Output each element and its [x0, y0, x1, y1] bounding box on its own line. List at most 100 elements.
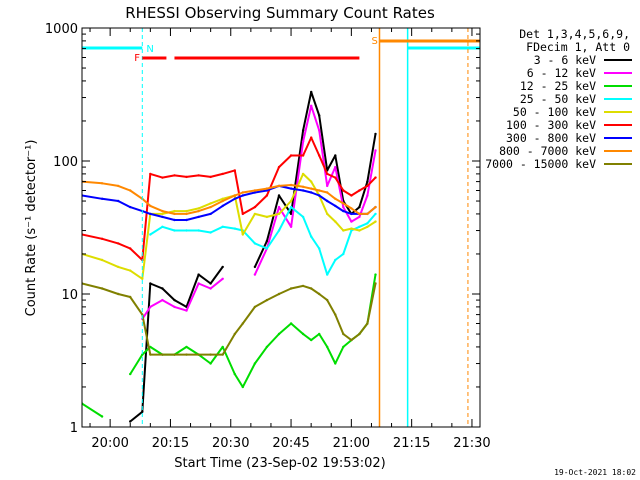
- series-point-8-21: [326, 298, 329, 302]
- series-point-1-16: [277, 205, 281, 209]
- series-point-5-1: [100, 237, 104, 240]
- series-point-7-18: [301, 185, 305, 188]
- series-point-8-1: [100, 287, 104, 290]
- series-point-0-3: [129, 420, 132, 423]
- series-point-7-22: [334, 197, 337, 200]
- series-point-2-19: [310, 338, 313, 342]
- series-point-8-10: [209, 353, 212, 356]
- series-point-5-7: [173, 174, 176, 177]
- series-point-8-6: [161, 353, 164, 356]
- series-point-5-24: [350, 194, 353, 197]
- series-point-4-16: [277, 212, 281, 216]
- series-point-4-19: [310, 180, 313, 183]
- series-point-5-14: [253, 205, 257, 209]
- series-point-6-18: [301, 189, 305, 192]
- series-point-3-12: [233, 227, 236, 230]
- series-point-2-15: [265, 345, 269, 349]
- series-point-5-9: [197, 174, 200, 177]
- series-point-6-23: [342, 209, 345, 213]
- series-point-3-11: [221, 225, 224, 228]
- series-point-6-24: [350, 212, 353, 216]
- series-point-5-22: [334, 176, 337, 179]
- series-point-7-25: [358, 212, 361, 216]
- legend-header-line: Det 1,3,4,5,6,9,: [519, 27, 630, 41]
- series-point-2-3: [129, 372, 132, 376]
- series-point-2-18: [301, 332, 305, 336]
- series-point-5-2: [117, 242, 120, 245]
- series-point-6-15: [265, 189, 269, 192]
- series-point-5-21: [326, 172, 329, 176]
- series-point-2-12: [233, 372, 236, 376]
- series-point-8-13: [241, 322, 244, 325]
- series-point-4-4: [141, 277, 144, 280]
- series-point-3-5: [149, 233, 152, 236]
- series-point-6-8: [185, 218, 188, 222]
- series-point-3-6: [161, 225, 164, 228]
- series-point-4-2: [117, 265, 120, 269]
- series-point-1-9: [197, 282, 200, 285]
- legend: Det 1,3,4,5,6,9,FDecim 1, Att 03 - 6 keV…: [485, 27, 632, 171]
- chart-title: RHESSI Observing Summary Count Rates: [125, 4, 435, 22]
- y-tick-label: 1: [70, 421, 78, 436]
- series-point-8-24: [350, 338, 353, 342]
- series-point-3-24: [350, 229, 353, 232]
- series-point-7-7: [173, 212, 176, 216]
- series-point-8-14: [253, 305, 257, 309]
- series-point-3-27: [374, 212, 377, 216]
- series-point-6-13: [241, 194, 244, 197]
- series-point-8-5: [149, 353, 152, 356]
- series-point-8-7: [173, 353, 176, 356]
- series-point-1-21: [326, 184, 329, 188]
- series-point-0-18: [301, 129, 305, 132]
- series-point-8-15: [265, 298, 269, 302]
- series-point-6-3: [129, 205, 132, 209]
- series-point-7-13: [241, 191, 244, 194]
- series-point-7-23: [342, 202, 345, 205]
- series-point-1-24: [350, 220, 353, 223]
- series-point-4-17: [289, 199, 293, 203]
- series-point-7-17: [289, 183, 293, 187]
- series-point-0-15: [265, 239, 269, 243]
- series-point-7-9: [197, 209, 200, 213]
- series-point-0-14: [253, 265, 257, 269]
- series-point-4-13: [241, 233, 244, 236]
- series-point-6-17: [289, 187, 293, 190]
- x-tick-label: 21:30: [453, 436, 490, 451]
- legend-header-line: FDecim 1, Att 0: [526, 40, 630, 54]
- series-point-2-16: [277, 332, 281, 336]
- series-point-0-7: [173, 298, 176, 302]
- series-line-6: [82, 184, 377, 221]
- series-point-0-20: [318, 114, 321, 117]
- series-point-2-20: [318, 332, 321, 336]
- series-point-0-5: [149, 282, 152, 285]
- series-line-4: [82, 172, 377, 280]
- series-point-6-7: [173, 218, 176, 222]
- series-point-0-26: [366, 180, 369, 183]
- series-point-5-27: [374, 176, 377, 179]
- series-point-1-8: [185, 309, 188, 312]
- x-axis-label: Start Time (23-Sep-02 19:53:02): [174, 456, 385, 471]
- series-point-7-19: [310, 187, 313, 190]
- series-point-2-23: [342, 345, 345, 349]
- series-point-3-7: [173, 229, 176, 232]
- series-point-7-14: [253, 189, 257, 192]
- series-point-1-23: [342, 205, 345, 209]
- series-point-2-10: [209, 362, 212, 365]
- series-point-0-19: [310, 90, 313, 94]
- series-point-2-1: [100, 415, 104, 418]
- series-point-8-4: [141, 313, 144, 316]
- series-point-5-18: [301, 154, 305, 157]
- series-point-4-7: [173, 209, 176, 213]
- series-point-1-19: [310, 104, 313, 108]
- series-point-1-25: [358, 215, 361, 219]
- series-point-7-20: [318, 189, 321, 192]
- series-point-3-18: [301, 215, 305, 219]
- series-point-8-27: [374, 282, 377, 285]
- series-point-4-11: [221, 197, 224, 200]
- series-point-4-8: [185, 209, 188, 213]
- series-point-2-27: [374, 273, 377, 276]
- x-tick-label: 21:15: [393, 436, 430, 451]
- series-point-4-14: [253, 212, 257, 216]
- series-point-1-7: [173, 305, 176, 309]
- legend-entry-label: 7000 - 15000 keV: [485, 157, 596, 171]
